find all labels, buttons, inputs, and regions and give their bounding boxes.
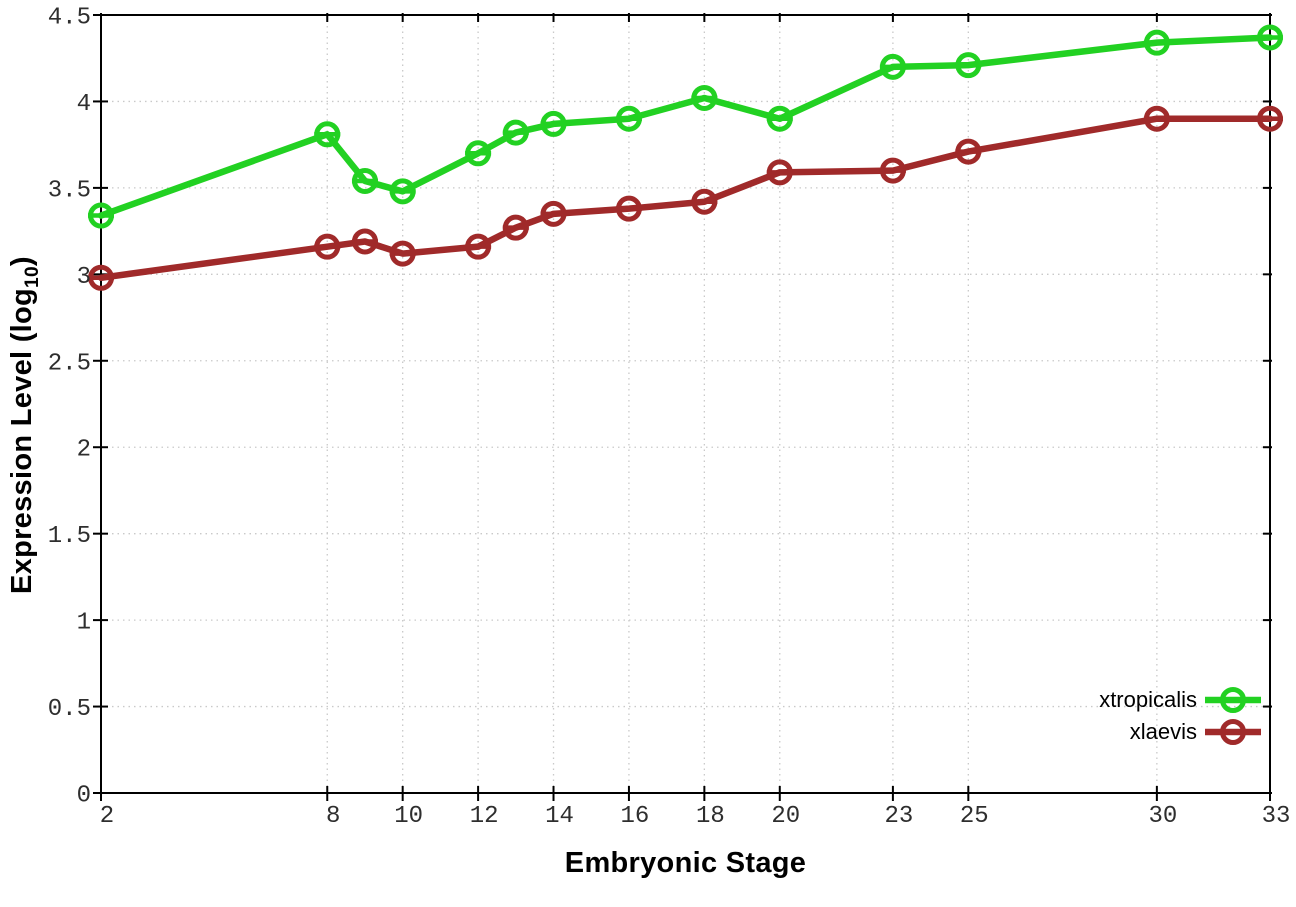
svg-text:2: 2 [100,803,114,830]
legend-sample-marker-xtropicalis [1205,687,1261,713]
svg-text:4.5: 4.5 [48,5,91,32]
svg-text:16: 16 [621,803,650,830]
legend-item-xtropicalis: xtropicalis [1099,684,1262,716]
legend: xtropicalis xlaevis [1099,684,1262,748]
legend-label-xlaevis: xlaevis [1129,719,1197,744]
plot-border [100,14,1271,794]
series-xlaevis [88,105,1283,291]
svg-text:25: 25 [960,803,989,830]
svg-text:2: 2 [77,437,91,464]
y-axis-title-subscript: 10 [21,266,43,288]
svg-text:30: 30 [1148,803,1177,830]
svg-text:20: 20 [771,803,800,830]
y-axis-title-main: Expression Level (log [6,287,38,594]
svg-text:3: 3 [77,264,91,291]
y-axis-title: Expression Level (log10) [6,256,44,594]
svg-text:10: 10 [394,803,423,830]
svg-text:14: 14 [545,803,574,830]
svg-text:1: 1 [77,610,91,637]
series-xtropicalis [88,24,1283,229]
legend-sample-marker-xlaevis [1205,719,1261,745]
x-axis-title: Embryonic Stage [564,847,807,879]
svg-text:1.5: 1.5 [48,523,91,550]
svg-text:23: 23 [884,803,913,830]
y-tick-labels: 0 0.5 1 1.5 2 2.5 3 3.5 4 4.5 [48,5,91,810]
x-tick-labels: 2 8 10 12 14 16 18 20 23 25 30 33 [100,803,1291,830]
legend-item-xlaevis: xlaevis [1130,716,1262,748]
y-axis-title-close: ) [6,256,38,267]
svg-text:4: 4 [77,91,91,118]
svg-text:18: 18 [696,803,725,830]
gridlines [101,15,1270,793]
svg-text:0.5: 0.5 [48,696,91,723]
svg-text:8: 8 [326,803,340,830]
svg-text:0: 0 [77,783,91,810]
svg-text:2.5: 2.5 [48,350,91,377]
svg-text:3.5: 3.5 [48,177,91,204]
svg-text:33: 33 [1262,803,1291,830]
svg-text:12: 12 [470,803,499,830]
legend-label-xtropicalis: xtropicalis [1099,687,1197,712]
